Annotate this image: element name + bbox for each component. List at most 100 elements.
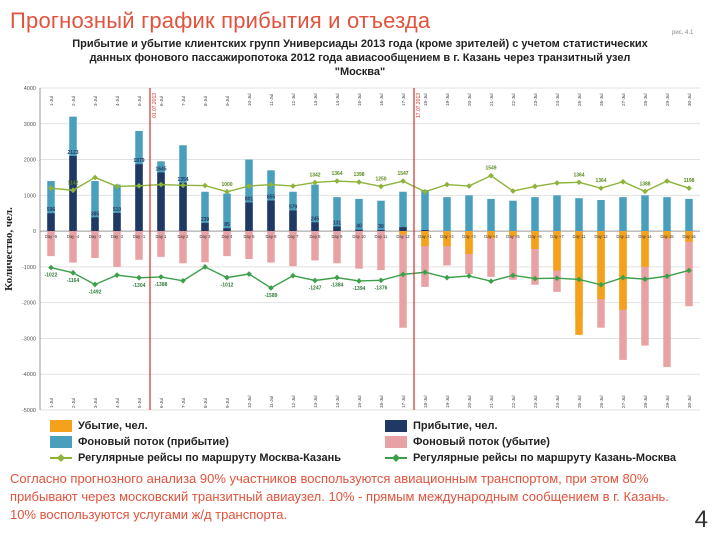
data-label-kazan-moscow: -1022 (45, 273, 58, 279)
y-tick-label: -1000 (22, 265, 36, 271)
top-date-label: 14-Jul (335, 93, 340, 106)
data-label-kazan-moscow: -1164 (67, 278, 80, 284)
y-axis-label: Количество, чел. (3, 207, 15, 291)
legend-swatch-departure (50, 420, 72, 432)
bar-bg-arrival (663, 197, 671, 232)
data-label-arrival: 801 (245, 196, 254, 202)
bar-bg-arrival (641, 195, 649, 232)
data-label-arrival: 1645 (155, 166, 166, 172)
bottom-date-label: 23-Jul (533, 395, 538, 408)
point-kazan-moscow (92, 281, 98, 288)
point-kazan-moscow (158, 274, 164, 280)
bar-bg-arrival (377, 200, 385, 232)
bar-bg-departure (179, 231, 187, 264)
footer-text: Согласно прогнозного анализа 90% участни… (10, 471, 669, 522)
bar-arrival (377, 230, 385, 232)
top-date-label: 16-Jul (379, 93, 384, 106)
data-label-kazan-moscow: -1247 (309, 285, 322, 291)
point-moscow-kazan (510, 188, 516, 194)
data-label-kazan-moscow: -1304 (133, 283, 146, 289)
legend-swatch-bg-arrival (50, 436, 72, 448)
bar-bg-departure (443, 231, 451, 266)
point-moscow-kazan (114, 183, 120, 190)
bar-arrival (69, 155, 77, 232)
bar-bg-arrival (223, 193, 231, 232)
vertical-marker-label: 01.07.2013 (152, 93, 158, 118)
bottom-date-label: 25-Jul (577, 395, 582, 408)
data-label-arrival: 510 (113, 207, 122, 213)
x-category-label: Day 16 (682, 234, 696, 239)
x-category-label: Day 7 (288, 234, 300, 239)
bar-bg-departure (245, 231, 253, 260)
bottom-date-label: 20-Jul (467, 395, 472, 408)
top-date-label: 26-Jul (599, 93, 604, 106)
line-moscow-kazan (50, 174, 690, 193)
bar-departure (553, 231, 561, 271)
bar-departure (399, 231, 407, 235)
data-label-kazan-moscow: -1376 (375, 285, 388, 291)
top-date-label: 9-Jul (225, 96, 230, 106)
point-kazan-moscow (290, 272, 296, 279)
x-category-label: Day 15 (660, 234, 674, 239)
bar-departure (421, 231, 429, 247)
top-date-label: 28-Jul (643, 93, 648, 106)
bottom-date-label: 9-Jul (225, 398, 230, 408)
data-label-arrival: 30 (378, 224, 384, 230)
bar-departure (663, 231, 671, 239)
legend-line-moscow-kazan (50, 453, 72, 463)
x-category-label: Day 8 (310, 234, 322, 239)
bottom-date-label: 30-Jul (687, 395, 692, 408)
point-kazan-moscow (422, 269, 428, 276)
point-moscow-kazan (290, 183, 296, 189)
point-moscow-kazan (246, 183, 252, 189)
bar-bg-arrival (553, 195, 561, 232)
point-moscow-kazan (554, 180, 560, 186)
bar-bg-arrival (47, 181, 55, 232)
x-category-label: Day -5 (45, 234, 58, 239)
bar-departure (619, 231, 627, 310)
point-moscow-kazan (576, 179, 582, 186)
x-category-label: Day +2 (440, 234, 454, 239)
data-label-arrival: 2123 (67, 150, 78, 156)
bar-bg-departure (157, 231, 165, 257)
top-date-label: 13-Jul (313, 93, 318, 106)
point-kazan-moscow (510, 272, 516, 279)
bar-bg-arrival (399, 191, 407, 232)
point-kazan-moscow (70, 269, 76, 276)
data-label-moscow-kazan: 1398 (353, 172, 364, 178)
x-category-label: Day +3 (462, 234, 476, 239)
point-kazan-moscow (224, 274, 230, 281)
bar-bg-arrival (619, 197, 627, 232)
bar-bg-arrival (509, 200, 517, 232)
point-moscow-kazan (664, 178, 670, 184)
data-label-kazan-moscow: -1492 (89, 289, 102, 295)
page-number: 4 (694, 506, 708, 533)
point-moscow-kazan (378, 183, 384, 190)
top-date-label: 30-Jul (687, 93, 692, 106)
top-date-label: 17-Jul (401, 93, 406, 106)
top-date-label: 1-Jul (49, 96, 54, 106)
data-label-moscow-kazan: 1388 (639, 181, 650, 187)
bar-bg-departure (267, 231, 275, 263)
data-label-arrival: 40 (356, 224, 362, 230)
bottom-date-label: 1-Jul (49, 398, 54, 408)
top-date-label: 12-Jul (291, 93, 296, 106)
point-moscow-kazan (70, 187, 76, 194)
data-label-moscow-kazan: 1342 (309, 172, 320, 178)
point-moscow-kazan (620, 178, 626, 185)
point-kazan-moscow (664, 273, 670, 280)
bar-departure (487, 231, 495, 239)
top-date-label: 7-Jul (181, 96, 186, 106)
bar-bg-departure (663, 231, 671, 368)
bottom-date-label: 27-Jul (621, 395, 626, 408)
point-moscow-kazan (356, 179, 362, 185)
data-label-arrival: 596 (47, 207, 56, 213)
legend-label-moscow-kazan: Регулярные рейсы по маршруту Москва-Каза… (78, 452, 342, 464)
point-kazan-moscow (400, 271, 406, 278)
x-category-label: Day 11 (375, 234, 389, 239)
x-category-label: Day +6 (528, 234, 542, 239)
x-category-label: Day 6 (266, 234, 278, 239)
bar-arrival (91, 217, 99, 232)
bar-departure (641, 231, 649, 267)
bar-bg-departure (377, 231, 385, 271)
